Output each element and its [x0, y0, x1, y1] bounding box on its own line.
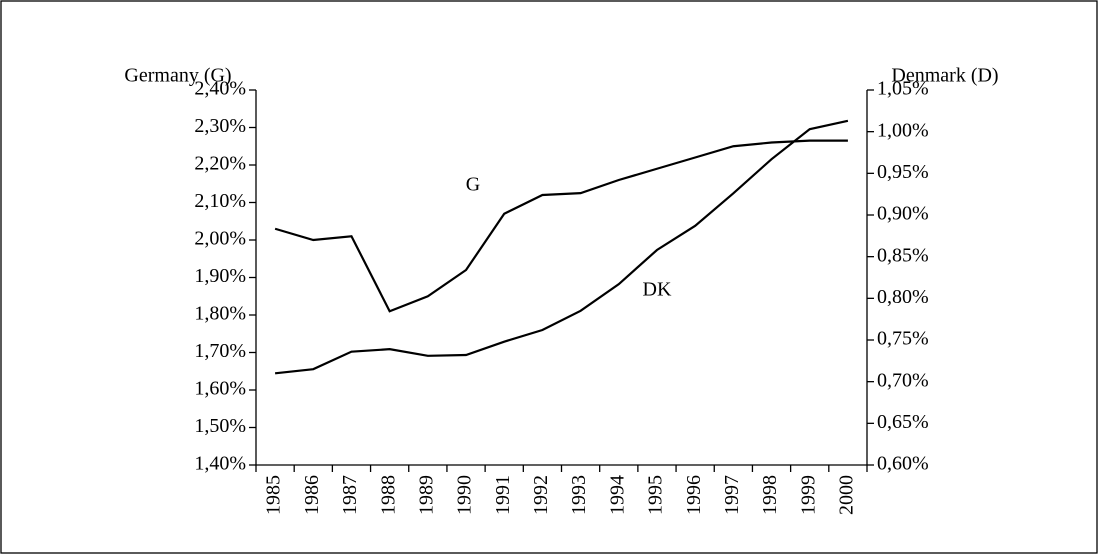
y-axis-title: Germany (G) — [124, 65, 231, 87]
y2-tick-label: 0,85% — [877, 244, 929, 266]
series-line — [274, 119, 849, 375]
x-tick-label: 1990 — [454, 475, 476, 515]
x-tick-label: 2000 — [836, 475, 858, 515]
x-tick-label: 1986 — [301, 475, 323, 515]
x-tick-label: 1997 — [721, 475, 743, 515]
x-tick-label: 1991 — [492, 475, 514, 515]
x-tick-label: 1998 — [759, 475, 781, 515]
y-tick-label: 1,40% — [194, 453, 246, 475]
x-tick-label: 1992 — [530, 475, 552, 515]
y-tick-label: 1,80% — [194, 303, 246, 325]
y-tick-label: 2,40% — [194, 78, 246, 100]
x-tick-label: 1995 — [645, 475, 667, 515]
y2-axis-title: Denmark (D) — [891, 65, 998, 87]
y-tick-label: 2,10% — [194, 190, 246, 212]
y-tick-label: 1,70% — [194, 340, 246, 362]
annotation: G — [466, 174, 480, 196]
y2-tick-label: 0,75% — [877, 328, 929, 350]
x-tick-label: 1996 — [683, 475, 705, 515]
x-tick-label: 1994 — [606, 475, 628, 515]
series-line — [274, 139, 848, 313]
y2-tick-label: 0,95% — [877, 161, 929, 183]
x-tick-label: 1988 — [377, 475, 399, 515]
y2-tick-label: 1,00% — [877, 119, 929, 141]
y2-tick-label: 0,65% — [877, 411, 929, 433]
y-tick-label: 1,50% — [194, 415, 246, 437]
y-tick-label: 1,90% — [194, 265, 246, 287]
y2-tick-label: 0,60% — [877, 453, 929, 475]
x-tick-label: 1989 — [415, 475, 437, 515]
y-tick-label: 2,30% — [194, 115, 246, 137]
x-tick-label: 1985 — [263, 475, 285, 515]
x-tick-label: 1993 — [568, 475, 590, 515]
y2-tick-label: 0,80% — [877, 286, 929, 308]
y2-tick-label: 0,70% — [877, 369, 929, 391]
y-tick-label: 2,20% — [194, 153, 246, 175]
x-tick-label: 1999 — [797, 475, 819, 515]
y-tick-label: 2,00% — [194, 228, 246, 250]
x-tick-label: 1987 — [339, 475, 361, 515]
y2-tick-label: 1,05% — [877, 78, 929, 100]
y-tick-label: 1,60% — [194, 378, 246, 400]
annotation: DK — [643, 279, 672, 301]
y2-tick-label: 0,90% — [877, 203, 929, 225]
